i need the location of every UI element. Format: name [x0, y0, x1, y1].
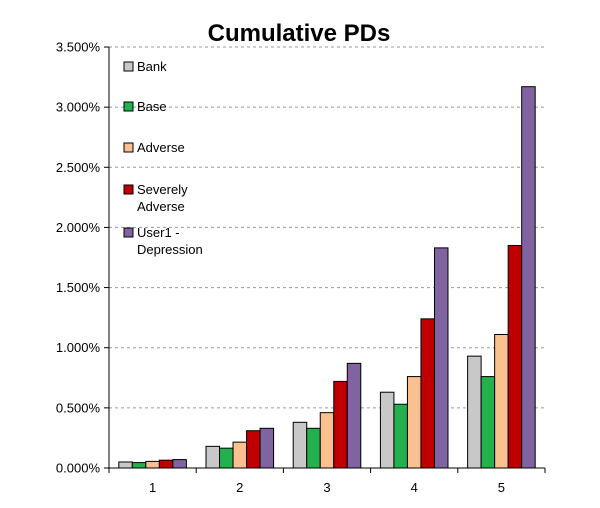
- bar-adverse-5: [494, 333, 509, 469]
- legend-swatch: [123, 101, 134, 112]
- bar-user1-depression-3: [346, 362, 362, 469]
- legend-swatch: [123, 142, 134, 153]
- y-tick-label: 3.000%: [56, 100, 101, 115]
- legend-label: Severely: [137, 182, 188, 197]
- bar-severely-adverse-2: [246, 430, 261, 469]
- bar-bank-2: [205, 445, 221, 469]
- bar-severely-adverse-4: [420, 318, 435, 469]
- bar-adverse-3: [319, 412, 335, 469]
- x-tick-label: 4: [411, 480, 418, 495]
- bar-user1-depression-4: [433, 247, 449, 469]
- legend-swatch: [123, 227, 134, 238]
- bar-severely-adverse-3: [333, 380, 348, 469]
- bar-bank-1: [118, 461, 133, 469]
- bar-base-4: [393, 403, 408, 469]
- legend-label: Adverse: [137, 140, 185, 155]
- bar-adverse-1: [145, 460, 160, 469]
- legend: Bank Base Adverse Severely Adverse User1 - Dep…: [123, 59, 203, 257]
- y-tick-label: 3.500%: [56, 40, 101, 55]
- legend-label: Adverse: [137, 199, 185, 214]
- legend-label: Base: [137, 99, 167, 114]
- bar-base-3: [306, 427, 321, 469]
- y-tick-label: 2.000%: [56, 220, 101, 235]
- bar-user1-depression-2: [259, 427, 275, 469]
- bar-user1-depression-5: [521, 86, 536, 469]
- x-tick-label: 2: [236, 480, 243, 495]
- y-tick-label: 1.000%: [56, 340, 101, 355]
- bar-user1-depression-1: [172, 459, 187, 469]
- legend-swatch: [123, 61, 134, 72]
- x-tick-label: 3: [323, 480, 330, 495]
- bar-adverse-2: [232, 441, 248, 469]
- legend-label: Depression: [137, 242, 203, 257]
- bar-base-5: [480, 376, 496, 469]
- legend-label: User1 -: [137, 225, 180, 240]
- bar-bank-3: [292, 421, 308, 469]
- bar-bank-5: [467, 355, 482, 469]
- y-tick-label: 0.500%: [56, 400, 101, 415]
- bar-base-2: [219, 447, 234, 469]
- chart-title: Cumulative PDs: [208, 20, 391, 47]
- bar-severely-adverse-1: [158, 459, 174, 469]
- x-tick-label: 1: [149, 480, 156, 495]
- y-tick-label: 2.500%: [56, 160, 101, 175]
- legend-label: Bank: [137, 59, 167, 74]
- y-tick-label: 1.500%: [56, 280, 101, 295]
- y-tick-label: 0.000%: [56, 461, 101, 476]
- bar-adverse-4: [406, 376, 422, 469]
- legend-swatch: [123, 184, 134, 195]
- axes: 0.000% 0.500% 1.000% 1.500% 2.000% 2.500% 3.00…: [56, 40, 546, 495]
- bar-base-1: [131, 462, 147, 469]
- bar-severely-adverse-5: [507, 244, 523, 469]
- bar-bank-4: [379, 391, 395, 469]
- x-tick-label: 5: [498, 480, 505, 495]
- bars: [118, 86, 536, 469]
- gridlines: [109, 46, 545, 409]
